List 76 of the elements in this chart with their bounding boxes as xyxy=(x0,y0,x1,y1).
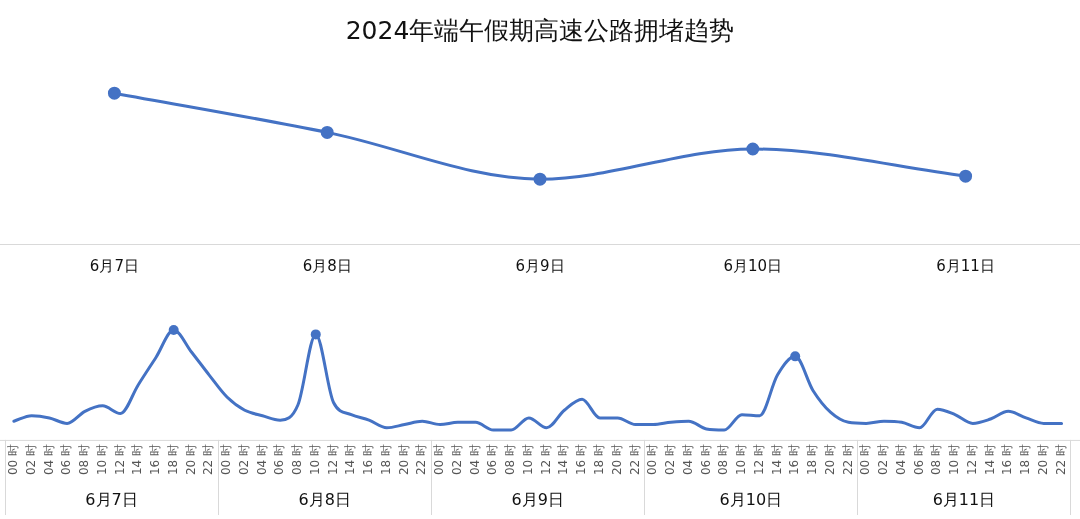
x-tick-label: 22 时 xyxy=(414,443,429,476)
x-tick-label: 08 时 xyxy=(290,443,305,476)
x-tick-label: 00 时 xyxy=(858,443,873,476)
x-tick-label: 02 时 xyxy=(449,443,464,476)
point xyxy=(746,142,760,156)
x-tick-label: 12 时 xyxy=(112,443,127,476)
x-tick-label: 16 时 xyxy=(148,443,163,476)
x-tick-label: 00 时 xyxy=(6,443,20,476)
x-tick-label: 02 时 xyxy=(876,443,891,476)
text: 6月8日 xyxy=(298,490,351,510)
x-tick-label: 08 时 xyxy=(503,443,518,476)
x-tick-label: 6月8日 xyxy=(302,256,352,275)
x-tick-label: 18 时 xyxy=(591,443,606,476)
x-tick-label: 14 时 xyxy=(130,443,145,476)
x-tick-label: 18 时 xyxy=(378,443,393,476)
x-tick-label: 00 时 xyxy=(432,443,447,476)
x-tick-label: 20 时 xyxy=(183,443,198,476)
x-tick-label: 20 时 xyxy=(609,443,624,476)
x-tick-label: 16 时 xyxy=(787,443,802,476)
x-tick-label: 06 时 xyxy=(485,443,500,476)
x-tick-label: 18 时 xyxy=(165,443,180,476)
x-tick-label: 08 时 xyxy=(929,443,944,476)
point xyxy=(320,125,334,139)
x-tick-label: 20 时 xyxy=(822,443,837,476)
x-tick-label: 10 时 xyxy=(520,443,535,476)
x-tick-label: 22 时 xyxy=(840,443,855,476)
x-tick-label: 18 时 xyxy=(1018,443,1033,476)
x-tick-label: 20 时 xyxy=(396,443,411,476)
x-tick-label: 14 时 xyxy=(769,443,784,476)
x-tick-label: 6月7日 xyxy=(89,256,139,275)
point xyxy=(959,169,973,183)
text: 6月10日 xyxy=(719,490,783,510)
x-tick-label: 16 时 xyxy=(361,443,376,476)
x-tick-label: 06 时 xyxy=(698,443,713,476)
x-tick-label: 16 时 xyxy=(1000,443,1015,476)
x-tick-label: 00 时 xyxy=(219,443,234,476)
text: 6月7日 xyxy=(85,490,138,510)
text: 6月9日 xyxy=(511,490,564,510)
x-tick-label: 20 时 xyxy=(1035,443,1050,476)
x-tick-label: 6月10日 xyxy=(723,256,783,275)
x-tick-label: 18 时 xyxy=(805,443,820,476)
x-tick-label: 12 时 xyxy=(964,443,979,476)
x-tick-label: 04 时 xyxy=(41,443,56,476)
x-tick-label: 14 时 xyxy=(982,443,997,476)
x-tick-label: 14 时 xyxy=(556,443,571,476)
chart-title: 2024年端午假期高速公路拥堵趋势 xyxy=(344,15,736,47)
x-tick-label: 6月9日 xyxy=(515,256,565,275)
x-tick-label: 04 时 xyxy=(467,443,482,476)
x-tick-label: 12 时 xyxy=(325,443,340,476)
x-tick-label: 02 时 xyxy=(663,443,678,476)
x-tick-label: 06 时 xyxy=(911,443,926,476)
x-tick-label: 14 时 xyxy=(343,443,358,476)
x-tick-label: 6月11日 xyxy=(936,256,995,275)
x-tick-label: 10 时 xyxy=(94,443,109,476)
text: 6月11日 xyxy=(932,490,996,510)
x-tick-label: 22 时 xyxy=(201,443,216,476)
point xyxy=(107,86,121,100)
x-tick-label: 02 时 xyxy=(236,443,251,476)
x-tick-label: 22 时 xyxy=(627,443,642,476)
x-tick-label: 02 时 xyxy=(23,443,38,476)
x-tick-label: 22 时 xyxy=(1053,443,1068,476)
x-tick-label: 04 时 xyxy=(680,443,695,476)
x-tick-label: 08 时 xyxy=(716,443,731,476)
x-tick-label: 10 时 xyxy=(307,443,322,476)
x-tick-label: 12 时 xyxy=(751,443,766,476)
x-tick-label: 06 时 xyxy=(59,443,74,476)
x-tick-label: 00 时 xyxy=(645,443,660,476)
x-tick-label: 04 时 xyxy=(893,443,908,476)
x-tick-label: 10 时 xyxy=(947,443,962,476)
point xyxy=(533,172,547,186)
x-tick-label: 16 时 xyxy=(574,443,589,476)
x-tick-label: 06 时 xyxy=(272,443,287,476)
x-tick-label: 10 时 xyxy=(734,443,749,476)
x-tick-label: 04 时 xyxy=(254,443,269,476)
x-tick-label: 12 时 xyxy=(538,443,553,476)
x-tick-label: 08 时 xyxy=(77,443,92,476)
